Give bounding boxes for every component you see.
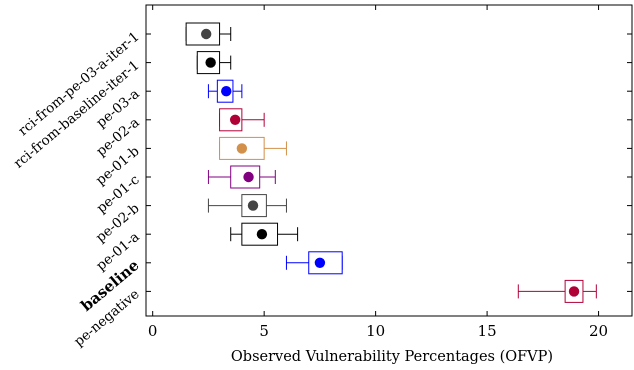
mean-marker	[221, 86, 232, 97]
mean-marker	[568, 286, 580, 297]
mean-marker	[256, 229, 268, 240]
x-tick-label: 5	[259, 322, 269, 340]
box-pe-02-a	[219, 108, 265, 132]
category-labels: rci-from-pe-03-a-iter-1rci-from-baseline…	[11, 29, 143, 350]
mean-marker	[205, 57, 216, 68]
x-tick-label: 0	[148, 322, 158, 340]
mean-marker	[200, 28, 212, 40]
plot-area-frame	[145, 4, 633, 317]
x-axis-title: Observed Vulnerability Percentages (OFVP…	[231, 349, 553, 365]
mean-marker	[243, 171, 254, 183]
box-pe-01-c	[207, 165, 276, 189]
chart-marks	[185, 22, 597, 303]
box-pe-01-b	[219, 136, 287, 160]
box-rci-from-pe-03-a-iter-1	[185, 22, 232, 46]
mean-marker	[314, 257, 326, 268]
box	[308, 251, 343, 275]
box-rci-from-baseline-iter-1	[196, 51, 232, 75]
mean-marker	[247, 200, 259, 211]
x-tick-label: 20	[589, 322, 608, 340]
x-tick-label: 15	[478, 322, 497, 340]
box-pe-03-a	[207, 79, 243, 103]
mean-marker	[236, 143, 248, 154]
box-pe-negative	[517, 279, 597, 303]
y-axis-ticks	[146, 33, 632, 292]
x-tick-label: 10	[366, 322, 385, 340]
box-pe-01-a	[230, 222, 299, 246]
box-baseline	[285, 251, 343, 275]
box-pe-02-b	[207, 194, 287, 218]
x-axis-ticks: 0 5 10 15 20	[148, 5, 608, 340]
mean-marker	[229, 114, 241, 126]
